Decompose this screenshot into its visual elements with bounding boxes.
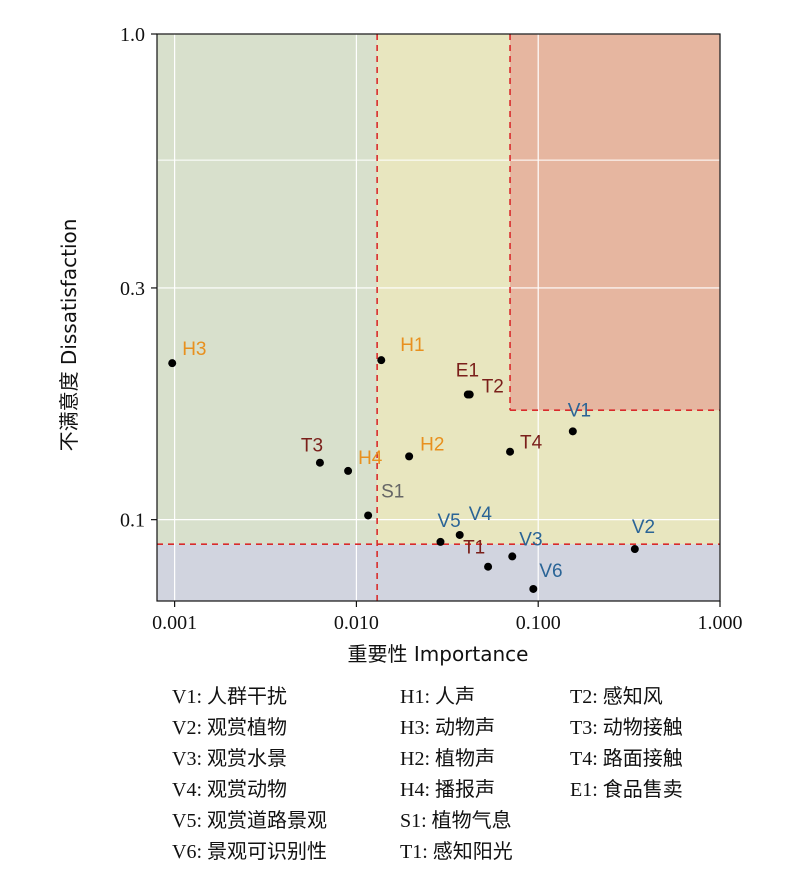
legend-item: E1: 食品售卖 [570, 779, 683, 801]
plot-frame [156, 33, 721, 602]
legend-item: V1: 人群干扰 [172, 686, 287, 708]
point-h2 [405, 452, 414, 461]
point-label-h2: H2 [420, 434, 444, 455]
point-v3 [508, 552, 517, 561]
point-label-h1: H1 [400, 335, 424, 356]
point-v5 [436, 537, 445, 546]
x-axis-ticks: 0.001 0.010 0.100 1.000 [152, 601, 743, 634]
point-v6 [529, 584, 538, 593]
y-tick-label: 1.0 [120, 24, 145, 46]
point-h4 [344, 466, 353, 475]
y-tick-label: 0.3 [120, 278, 145, 300]
legend-item: H4: 播报声 [400, 779, 495, 801]
region-low-importance [157, 34, 378, 545]
legend-item: T3: 动物接触 [570, 717, 683, 739]
legend-item: V6: 景观可识别性 [172, 841, 327, 863]
point-label-v2: V2 [632, 517, 655, 538]
point-label-v1: V1 [568, 400, 591, 421]
point-label-t2: T2 [482, 377, 504, 398]
threshold-lines [157, 34, 720, 601]
legend-item: H3: 动物声 [400, 717, 495, 739]
legend-item: T2: 感知风 [570, 686, 663, 708]
legend-item: S1: 植物气息 [400, 810, 512, 832]
point-label-v5: V5 [437, 511, 460, 532]
legend-item: V4: 观赏动物 [172, 779, 287, 801]
point-h3 [168, 359, 177, 368]
chart-regions [157, 34, 720, 601]
point-v1 [568, 427, 577, 436]
point-v2 [630, 545, 639, 554]
point-label-h4: H4 [358, 448, 383, 469]
point-label-t3: T3 [301, 436, 323, 457]
legend-item: H2: 植物声 [400, 748, 495, 770]
point-v4 [455, 530, 464, 539]
legend-item: V2: 观赏植物 [172, 717, 287, 739]
point-label-v6: V6 [539, 561, 562, 582]
y-axis-ticks: 0.1 0.3 1.0 [120, 24, 157, 532]
point-label-t1: T1 [463, 538, 485, 559]
region-high [510, 34, 720, 411]
legend-item: T4: 路面接触 [570, 748, 683, 770]
point-e1 [463, 390, 472, 399]
point-t1 [484, 562, 493, 571]
x-axis-title: 重要性 Importance [348, 642, 529, 666]
x-tick-label: 0.010 [334, 612, 379, 634]
x-tick-label: 0.001 [152, 612, 197, 634]
scatter-chart: 0.001 0.010 0.100 1.000 0.10.31.0 V1V2V3V4V… [57, 24, 743, 666]
point-label-v4: V4 [469, 504, 493, 525]
legend-item: V5: 观赏道路景观 [172, 810, 327, 832]
point-label-e1: E1 [456, 361, 479, 382]
point-label-v3: V3 [519, 529, 542, 550]
point-s1 [364, 511, 373, 520]
point-label-s1: S1 [381, 481, 404, 502]
legend-item: T1: 感知阳光 [400, 841, 513, 863]
legend: V1: 人群干扰 V2: 观赏植物 V3: 观赏水景 V4: 观赏动物 V5: 观赏道路… [172, 680, 772, 870]
region-low-dissatisfaction [157, 544, 720, 601]
x-tick-label: 0.100 [516, 612, 561, 634]
legend-item: H1: 人声 [400, 686, 475, 708]
point-t3 [315, 458, 324, 467]
y-tick-label: 0.1 [120, 510, 145, 532]
point-h1 [377, 356, 386, 365]
x-tick-label: 1.000 [698, 612, 743, 634]
legend-item: V3: 观赏水景 [172, 748, 287, 770]
y-axis-title: 不满意度 Dissatisfaction [57, 219, 81, 452]
point-label-h3: H3 [182, 339, 206, 360]
data-points: V1 V2 V3 V4 V5 V6 H1 H2 H3 H4 S1 T1 T2 T3 T4 E1 [168, 335, 655, 593]
point-t4 [506, 447, 515, 456]
point-label-t4: T4 [520, 433, 543, 454]
